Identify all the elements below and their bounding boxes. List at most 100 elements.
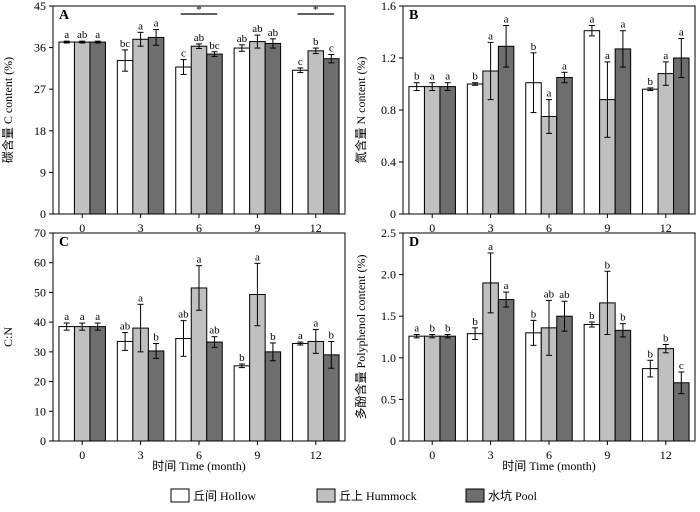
bar [132, 38, 149, 215]
y-axis-title: 氮含量 N content (%) [353, 57, 368, 164]
bar [556, 315, 573, 442]
panel-letter: C [59, 235, 69, 250]
y-tick-label: 2.5 [381, 226, 396, 240]
x-tick-label: 0 [429, 221, 435, 235]
bar [292, 69, 309, 215]
legend-swatch-hollow [170, 488, 190, 503]
bar [89, 41, 106, 215]
significance-letter: ab [252, 23, 263, 35]
bar [497, 299, 515, 442]
bar [147, 36, 165, 215]
bar [249, 41, 266, 215]
significance-letter: b [153, 332, 159, 344]
significance-letter: a [95, 311, 100, 323]
x-tick-label: 9 [254, 448, 260, 462]
y-tick-label: 20 [34, 375, 46, 389]
significance-letter: c [181, 48, 186, 60]
significance-letter: a [562, 60, 567, 72]
significance-letter: ab [544, 288, 555, 300]
y-axis-title: 多酚含量 Polyphenol content (%) [353, 255, 368, 420]
bar [439, 335, 456, 442]
significance-letter: b [605, 259, 611, 271]
significance-letter: b [663, 332, 669, 344]
bar [657, 73, 675, 215]
significance-letter: bc [209, 40, 220, 52]
x-tick-label: 12 [310, 448, 322, 462]
bar [556, 77, 573, 215]
x-tick-label: 6 [196, 221, 202, 235]
bar [190, 287, 208, 442]
bar [58, 326, 75, 442]
bar [642, 368, 659, 442]
x-tick-label: 9 [604, 448, 610, 462]
x-tick-label: 12 [660, 221, 672, 235]
significance-letter: ab [268, 27, 279, 39]
significance-letter: b [313, 36, 319, 48]
bar [466, 83, 484, 215]
significance-letter: ab [77, 29, 88, 41]
y-tick-label: 0.8 [381, 103, 396, 117]
bar [89, 326, 106, 442]
bar [642, 88, 659, 215]
significance-letter: a [138, 20, 143, 32]
significance-letter: a [313, 318, 318, 330]
significance-letter: a [414, 323, 419, 335]
legend: 丘间 Hollow 丘上 Hummock 水坑 Pool [170, 488, 538, 503]
bar [233, 47, 251, 215]
significance-letter: a [197, 254, 202, 266]
significance-letter: a [488, 30, 493, 42]
x-tick-label: 0 [429, 448, 435, 462]
significance-letter: b [531, 41, 537, 53]
bar [147, 350, 165, 442]
significance-letter: b [239, 352, 245, 364]
bar [206, 53, 223, 215]
significance-letter: ab [559, 289, 570, 301]
significance-letter: a [589, 14, 594, 26]
bar [116, 60, 134, 215]
x-tick-label: 6 [196, 448, 202, 462]
y-tick-label: 1.5 [381, 309, 396, 323]
significance-letter: b [472, 316, 478, 328]
x-tick-label: 0 [79, 221, 85, 235]
legend-swatch-hummock [316, 488, 336, 503]
significance-letter: bc [120, 38, 131, 50]
bar [292, 343, 309, 442]
x-tick-label: 6 [546, 221, 552, 235]
significance-letter: b [648, 348, 654, 360]
y-tick-label: 70 [34, 226, 46, 240]
y-tick-label: 0 [390, 207, 396, 221]
bar [264, 42, 282, 215]
significance-letter: b [531, 308, 537, 320]
bar [58, 41, 75, 215]
y-axis-title: C:N [1, 327, 15, 347]
x-tick-label: 12 [310, 221, 322, 235]
bar [175, 66, 192, 215]
significance-letter: a [80, 311, 85, 323]
significance-letter: ab [237, 33, 248, 45]
significance-star: * [196, 4, 202, 16]
x-tick-label: 6 [546, 448, 552, 462]
significance-letter: b [648, 76, 654, 88]
bar [408, 86, 425, 215]
y-tick-label: 9 [40, 165, 46, 179]
significance-star: * [313, 4, 319, 16]
significance-letter: a [663, 50, 668, 62]
x-tick-label: 9 [604, 221, 610, 235]
panel-d: 0 0.5 1.0 1.5 2.0 2.5 D 多酚含量 Polyphenol content… [353, 226, 696, 462]
y-tick-label: 50 [34, 285, 46, 299]
panel-letter: D [409, 235, 419, 250]
y-tick-label: 0.5 [381, 392, 396, 406]
bar [423, 335, 441, 442]
significance-letter: ab [120, 321, 131, 333]
significance-letter: a [605, 50, 610, 62]
bar [497, 45, 515, 215]
significance-letter: a [547, 88, 552, 100]
significance-letter: c [679, 360, 684, 372]
bar [206, 341, 223, 442]
y-tick-label: 18 [34, 124, 46, 138]
bar [439, 86, 456, 215]
significance-letter: ab [209, 325, 220, 337]
